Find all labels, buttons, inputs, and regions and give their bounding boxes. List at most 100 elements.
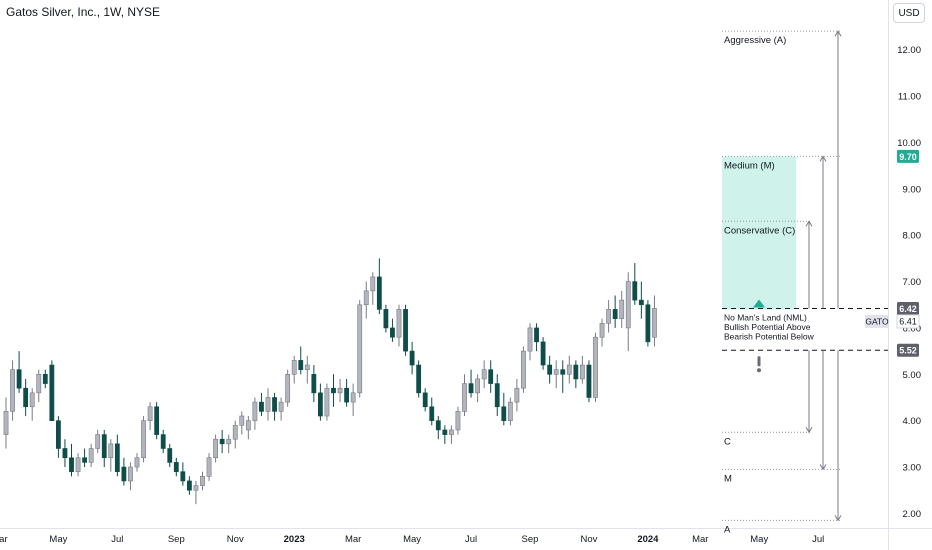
- candle: [16, 351, 22, 393]
- candle: [527, 323, 533, 361]
- y-tick-label: 3.00: [903, 463, 922, 474]
- candle-body: [206, 457, 212, 477]
- candle-body: [108, 443, 114, 459]
- candle: [141, 416, 146, 463]
- candle-body: [298, 360, 304, 370]
- candle: [599, 318, 605, 347]
- candle-body: [285, 374, 291, 403]
- candle: [429, 397, 435, 426]
- candle: [593, 332, 598, 403]
- candle: [337, 378, 343, 403]
- candle: [442, 425, 448, 444]
- symbol-tag: GATO: [865, 316, 889, 326]
- candle-body: [429, 406, 435, 421]
- candle-body: [167, 448, 173, 463]
- candle-body: [278, 401, 284, 412]
- candle: [501, 392, 507, 426]
- candle-body: [187, 480, 192, 491]
- candle: [10, 360, 15, 421]
- last-price-tag: 6.41: [899, 316, 917, 326]
- conservative-label: Conservative (C): [724, 225, 795, 236]
- candle-body: [160, 434, 166, 449]
- y-tick-label: 6.00: [903, 323, 922, 334]
- candle-body: [383, 309, 389, 329]
- candle-body: [75, 457, 81, 472]
- candle: [540, 337, 546, 370]
- candle: [514, 378, 520, 412]
- candle: [245, 416, 251, 440]
- current-price-tag: 6.42: [899, 304, 917, 314]
- candle-body: [534, 327, 539, 343]
- candle-body: [3, 411, 9, 435]
- candle: [357, 300, 363, 398]
- candle: [475, 374, 480, 403]
- currency-button[interactable]: USD: [893, 3, 925, 23]
- candle-body: [403, 309, 408, 352]
- candle: [547, 355, 553, 384]
- candle: [625, 272, 631, 352]
- candle: [638, 281, 644, 319]
- candle-body: [593, 336, 598, 398]
- candle-body: [291, 360, 297, 375]
- x-tick-label: May: [750, 534, 768, 545]
- candle-body: [363, 290, 369, 306]
- candle-body: [638, 299, 644, 306]
- candle: [95, 429, 101, 454]
- bear-conservative-arrow-head: [805, 427, 813, 434]
- candle-body: [245, 420, 251, 431]
- x-tick-label: Nov: [580, 534, 597, 545]
- candle: [206, 453, 212, 481]
- candle-body: [462, 383, 467, 412]
- candle-body: [265, 397, 271, 412]
- bear-medium-label: M: [724, 473, 732, 484]
- candle: [606, 300, 611, 333]
- candle-body: [475, 378, 480, 394]
- candle: [62, 439, 68, 468]
- candle: [272, 392, 277, 421]
- candle-body: [579, 364, 585, 380]
- candle-body: [566, 364, 572, 375]
- candle-body: [141, 420, 146, 459]
- exclamation-icon-dot: [757, 368, 761, 373]
- candle-body: [396, 309, 402, 338]
- candle: [134, 453, 140, 472]
- candle: [560, 360, 566, 393]
- candle: [42, 369, 48, 389]
- candle: [121, 457, 127, 486]
- x-tick-label: 2023: [284, 534, 305, 545]
- candle-body: [55, 420, 61, 449]
- candle: [311, 365, 317, 403]
- candle-body: [540, 341, 546, 366]
- candle-body: [259, 401, 264, 412]
- candle-body: [232, 425, 238, 440]
- candle-body: [344, 387, 349, 403]
- candle: [317, 383, 323, 421]
- candle: [226, 434, 232, 454]
- candle-body: [193, 485, 199, 491]
- candle-body: [573, 364, 579, 380]
- candle: [324, 383, 330, 421]
- candle-body: [494, 383, 500, 408]
- y-tick-label: 9.00: [903, 184, 922, 195]
- candle: [304, 355, 310, 384]
- candle: [69, 443, 74, 477]
- y-tick-label: 11.00: [898, 92, 921, 103]
- bullish-target-zone: [722, 156, 796, 310]
- candle-body: [652, 308, 657, 338]
- candle: [435, 416, 441, 440]
- candle: [370, 272, 376, 305]
- candle: [363, 281, 369, 319]
- candle: [468, 369, 474, 398]
- candle: [252, 397, 258, 430]
- candle: [448, 425, 454, 444]
- candle: [265, 388, 271, 421]
- candle-body: [180, 471, 186, 482]
- candle: [298, 346, 304, 375]
- candle: [573, 360, 579, 389]
- candle: [507, 397, 513, 426]
- conservative-arrow-head: [805, 220, 813, 227]
- candle-body: [350, 392, 356, 403]
- candle-body: [23, 387, 29, 408]
- candle: [645, 300, 651, 347]
